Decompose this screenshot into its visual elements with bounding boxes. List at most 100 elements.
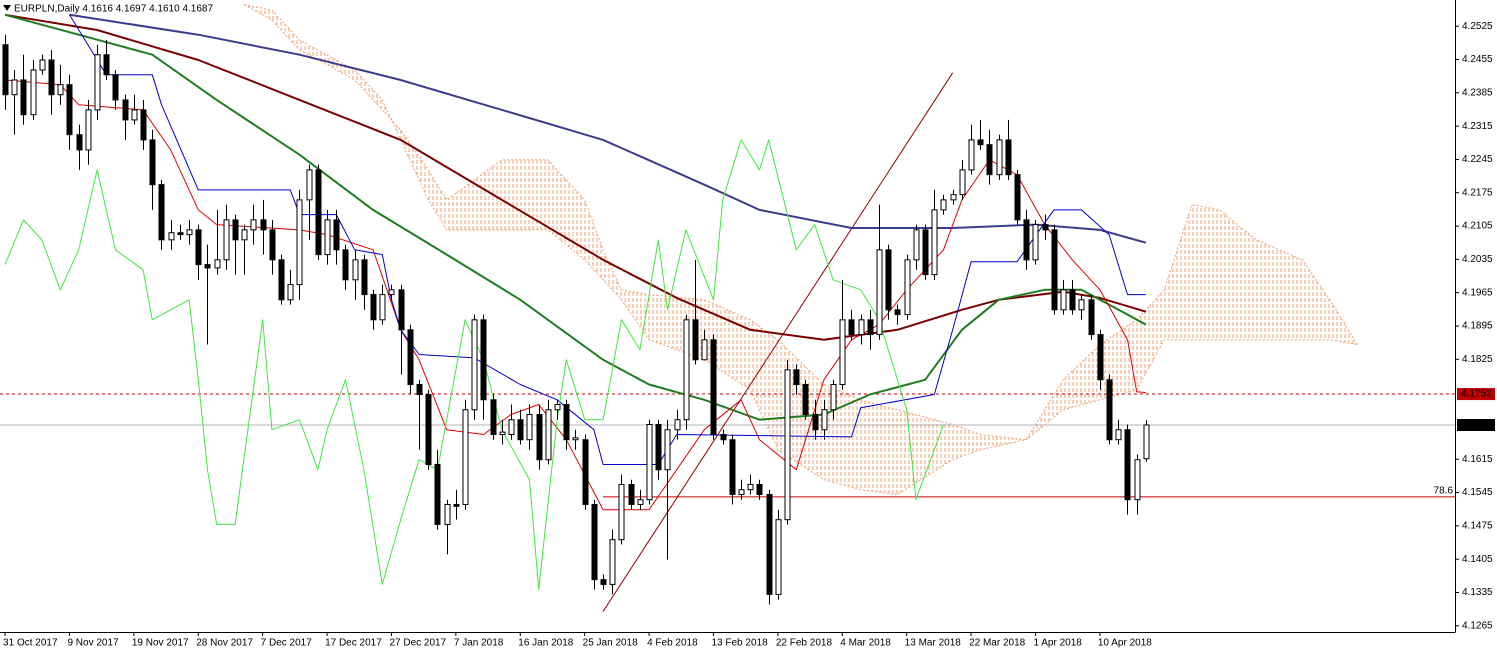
candle-body — [628, 483, 635, 505]
candle-body — [710, 339, 717, 435]
y-tick-label: 4.1895 — [1462, 321, 1493, 332]
candle-body — [20, 79, 27, 116]
candle-body — [480, 319, 487, 401]
candle-body — [471, 319, 478, 411]
candle-body — [1051, 229, 1058, 311]
candle-body — [738, 489, 745, 495]
x-tick-label: 17 Dec 2017 — [325, 638, 382, 649]
candle-body — [398, 289, 405, 331]
x-tick-label: 13 Feb 2018 — [711, 638, 768, 649]
candle-body — [2, 44, 9, 96]
candle-body — [453, 503, 460, 507]
candle-body — [250, 219, 257, 231]
y-tick-label: 4.1265 — [1462, 620, 1493, 631]
candle-body — [646, 424, 653, 501]
candle-body — [232, 219, 239, 241]
candle-body — [1069, 289, 1076, 311]
candle-body — [747, 483, 754, 491]
candle-body — [186, 229, 193, 236]
candle-body — [223, 219, 230, 261]
x-tick-label: 13 Mar 2018 — [905, 638, 962, 649]
y-tick-label: 4.2105 — [1462, 221, 1493, 232]
x-tick-label: 22 Mar 2018 — [969, 638, 1026, 649]
candle-body — [931, 209, 938, 276]
candle-body — [1134, 459, 1141, 501]
candle-body — [517, 419, 524, 441]
candle-body — [508, 419, 515, 435]
x-tick-label: 10 Apr 2018 — [1098, 638, 1152, 649]
price-label: 4.1752 — [1461, 389, 1492, 400]
candle-body — [591, 503, 598, 581]
y-tick-label: 4.1545 — [1462, 487, 1493, 498]
x-tick-label: 4 Feb 2018 — [647, 638, 698, 649]
y-tick-label: 4.1615 — [1462, 454, 1493, 465]
candle-body — [812, 414, 819, 431]
y-tick-label: 4.1405 — [1462, 554, 1493, 565]
candle-body — [876, 249, 883, 336]
candle-body — [11, 79, 18, 96]
candle-body — [315, 169, 322, 256]
y-tick-label: 4.1335 — [1462, 587, 1493, 598]
candle-body — [894, 309, 901, 316]
candle-body — [140, 109, 147, 141]
x-tick-label: 7 Dec 2017 — [261, 638, 313, 649]
x-tick-label: 16 Jan 2018 — [518, 638, 573, 649]
candle-body — [324, 219, 331, 256]
cloud-edge — [244, 4, 1358, 496]
y-tick-label: 4.1965 — [1462, 287, 1493, 298]
candle-body — [830, 384, 837, 411]
price-label: 4.1687 — [1461, 420, 1492, 431]
candle-body — [720, 434, 727, 441]
candle-body — [683, 319, 690, 421]
candle-body — [756, 483, 763, 495]
candle-body — [241, 229, 248, 241]
candle-body — [444, 503, 451, 525]
candle-body — [122, 99, 129, 121]
candle-body — [536, 414, 543, 461]
candle-body — [260, 219, 267, 231]
candle-body — [76, 134, 83, 151]
candle-body — [1005, 139, 1012, 176]
candle-body — [1032, 224, 1039, 261]
y-tick-label: 4.1475 — [1462, 521, 1493, 532]
candle-body — [204, 264, 211, 269]
candle-body — [1115, 429, 1122, 441]
y-tick-label: 4.2035 — [1462, 254, 1493, 265]
candle-body — [655, 424, 662, 471]
candle-body — [885, 249, 892, 311]
candle-body — [85, 109, 92, 151]
candle-body — [977, 139, 984, 146]
trendline — [602, 72, 954, 612]
plot-area: 78.6 — [0, 4, 1455, 612]
candle-body — [913, 229, 920, 261]
candle-body — [39, 59, 46, 71]
candle-body — [554, 404, 561, 411]
candle-body — [499, 431, 506, 436]
candle-body — [416, 384, 423, 396]
candle-body — [1042, 224, 1049, 231]
candle-body — [1078, 299, 1085, 311]
candle-body — [545, 409, 552, 461]
candle-body — [158, 184, 165, 241]
candle-body — [177, 232, 184, 236]
candle-body — [950, 194, 957, 201]
candle-body — [342, 249, 349, 281]
indicator-line — [4, 13, 1147, 421]
x-tick-label: 19 Nov 2017 — [132, 638, 189, 649]
candle-body — [563, 404, 570, 441]
candle-body — [287, 284, 294, 301]
candle-body — [112, 74, 119, 101]
candle-body — [609, 539, 616, 585]
price-label-box — [1457, 418, 1495, 431]
candle-body — [618, 483, 625, 541]
x-tick-label: 9 Nov 2017 — [67, 638, 119, 649]
x-tick-label: 31 Oct 2017 — [3, 638, 58, 649]
y-tick-label: 4.2525 — [1462, 21, 1493, 32]
candle-body — [1124, 429, 1131, 501]
menu-arrow[interactable] — [3, 5, 11, 11]
candle-body — [775, 519, 782, 595]
candle-body — [168, 232, 175, 241]
candle-body — [278, 259, 285, 301]
candle-body — [1097, 334, 1104, 381]
